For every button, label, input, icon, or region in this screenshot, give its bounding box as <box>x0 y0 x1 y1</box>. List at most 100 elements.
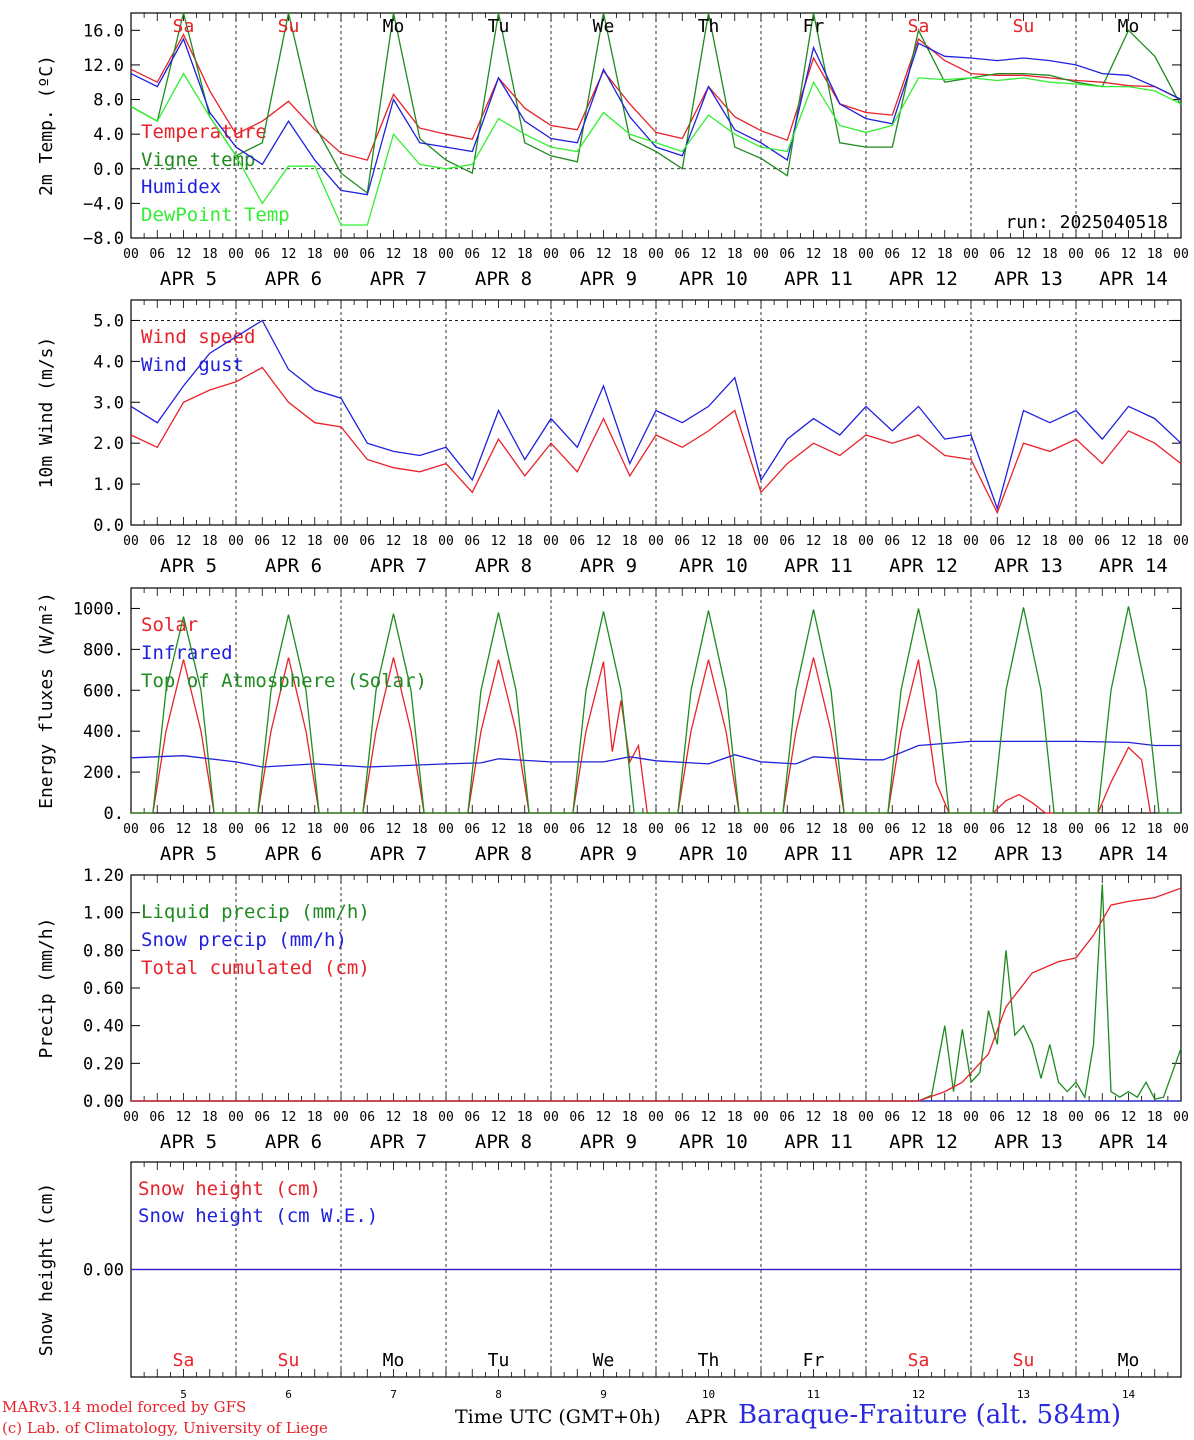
date-label: APR 7 <box>370 1131 427 1153</box>
hour-tick-label: 06 <box>569 247 585 262</box>
legend-entry: Snow precip (mm/h) <box>141 929 347 951</box>
series-line <box>130 33 1182 161</box>
hour-tick-label: 18 <box>517 1110 533 1125</box>
hour-tick-label: 12 <box>1016 247 1032 262</box>
day-of-week-label: Mo <box>1118 1350 1140 1371</box>
run-label: run: 2025040518 <box>1005 212 1168 233</box>
hour-tick-label: 06 <box>884 247 900 262</box>
hour-tick-label: 06 <box>884 1110 900 1125</box>
legend-entry: Wind speed <box>141 326 255 348</box>
date-label: APR 12 <box>889 268 958 290</box>
y-axis-label: 10m Wind (m/s) <box>36 337 57 489</box>
hour-tick-label: 12 <box>281 1110 297 1125</box>
hour-tick-label: 00 <box>1068 247 1084 262</box>
day-of-week-label: Tu <box>488 1350 510 1371</box>
y-tick-label: 5.0 <box>93 311 124 331</box>
hour-tick-label: 06 <box>464 534 480 549</box>
time-axis-label: Time UTC (GMT+0h) <box>455 1406 661 1428</box>
hour-tick-label: 12 <box>491 1110 507 1125</box>
date-label: APR 9 <box>580 555 637 577</box>
date-label: APR 10 <box>679 555 748 577</box>
hour-tick-label: 06 <box>254 1110 270 1125</box>
panel-2: 0.0 1.0 2.0 3.0 4.0 5.0 10m Wind (m/s) Wind spe… <box>36 299 1189 577</box>
hour-tick-label: 00 <box>858 1110 874 1125</box>
hour-tick-label: 12 <box>701 822 717 837</box>
hour-tick-label: 18 <box>937 822 953 837</box>
hour-tick-label: 06 <box>1094 534 1110 549</box>
hour-tick-label: 00 <box>543 534 559 549</box>
series-line <box>131 887 1182 1102</box>
legend-entry: Liquid precip (mm/h) <box>141 901 370 923</box>
hour-tick-label: 18 <box>517 822 533 837</box>
date-label: APR 11 <box>784 555 853 577</box>
day-number-label: 9 <box>600 1388 607 1401</box>
hour-tick-label: 00 <box>1068 534 1084 549</box>
y-tick-label: −8.0 <box>83 229 124 249</box>
day-of-week-label: Fr <box>803 1350 825 1371</box>
date-label: APR 9 <box>580 268 637 290</box>
hour-ticks <box>130 300 1182 525</box>
hour-ticks <box>130 1162 1182 1377</box>
day-of-week-label: Su <box>278 16 300 37</box>
hour-tick-label: 06 <box>464 1110 480 1125</box>
series-line <box>130 366 1182 515</box>
hour-tick-label: 00 <box>228 822 244 837</box>
y-axis-label: Precip (mm/h) <box>36 918 57 1059</box>
hour-tick-label: 18 <box>622 247 638 262</box>
hour-tick-label: 12 <box>281 247 297 262</box>
hour-tick-label: 18 <box>1042 822 1058 837</box>
date-label: APR 10 <box>679 268 748 290</box>
hour-tick-label: 00 <box>438 534 454 549</box>
day-number-label: 6 <box>285 1388 292 1401</box>
station-name: Baraque-Fraiture (alt. 584m) <box>738 1400 1122 1430</box>
hour-tick-label: 12 <box>806 822 822 837</box>
hour-tick-label: 00 <box>1173 1110 1189 1125</box>
hour-tick-label: 18 <box>1147 1110 1163 1125</box>
hour-tick-label: 06 <box>254 534 270 549</box>
hour-tick-label: 12 <box>491 534 507 549</box>
day-of-week-label: We <box>593 1350 615 1371</box>
y-tick-label: 0.80 <box>83 941 124 961</box>
y-tick-label: 1000. <box>73 599 124 619</box>
series-line <box>131 884 1182 1102</box>
hour-tick-label: 00 <box>333 247 349 262</box>
day-of-week-label: Sa <box>173 1350 195 1371</box>
hour-tick-label: 12 <box>596 1110 612 1125</box>
hour-tick-label: 06 <box>779 534 795 549</box>
date-label: APR 5 <box>160 555 217 577</box>
date-label: APR 8 <box>475 1131 532 1153</box>
hour-tick-label: 12 <box>911 247 927 262</box>
hour-tick-label: 06 <box>884 534 900 549</box>
hour-tick-label: 12 <box>1016 534 1032 549</box>
hour-tick-label: 00 <box>543 1110 559 1125</box>
hour-tick-label: 18 <box>517 247 533 262</box>
hour-tick-label: 12 <box>1121 1110 1137 1125</box>
hour-tick-label: 18 <box>622 822 638 837</box>
legend-entry: Top of Atmosphere (Solar) <box>141 670 427 692</box>
hour-tick-label: 12 <box>281 822 297 837</box>
panel-1: −8.0 −4.0 0.0 4.0 8.0 12.0 16.0 2m Temp. (ºC) Te… <box>36 12 1189 290</box>
hour-tick-label: 06 <box>359 247 375 262</box>
hour-tick-label: 18 <box>307 534 323 549</box>
legend-entry: Solar <box>141 614 198 636</box>
day-of-week-label: Mo <box>383 1350 405 1371</box>
hour-tick-label: 06 <box>254 247 270 262</box>
hour-tick-label: 06 <box>989 534 1005 549</box>
hour-tick-label: 06 <box>989 247 1005 262</box>
hour-tick-label: 18 <box>202 1110 218 1125</box>
date-label: APR 5 <box>160 1131 217 1153</box>
day-of-week-label: Sa <box>908 1350 930 1371</box>
hour-tick-label: 12 <box>596 247 612 262</box>
hour-tick-label: 06 <box>149 534 165 549</box>
hour-tick-label: 18 <box>1147 822 1163 837</box>
hour-tick-label: 12 <box>386 822 402 837</box>
y-tick-label: 1.20 <box>83 866 124 886</box>
hour-tick-label: 00 <box>543 822 559 837</box>
hour-tick-label: 18 <box>832 1110 848 1125</box>
day-of-week-label: Mo <box>1118 16 1140 37</box>
hour-tick-label: 00 <box>123 822 139 837</box>
y-tick-label: 600. <box>83 681 124 701</box>
hour-tick-label: 12 <box>911 1110 927 1125</box>
date-label: APR 6 <box>265 843 322 865</box>
date-label: APR 13 <box>994 1131 1063 1153</box>
